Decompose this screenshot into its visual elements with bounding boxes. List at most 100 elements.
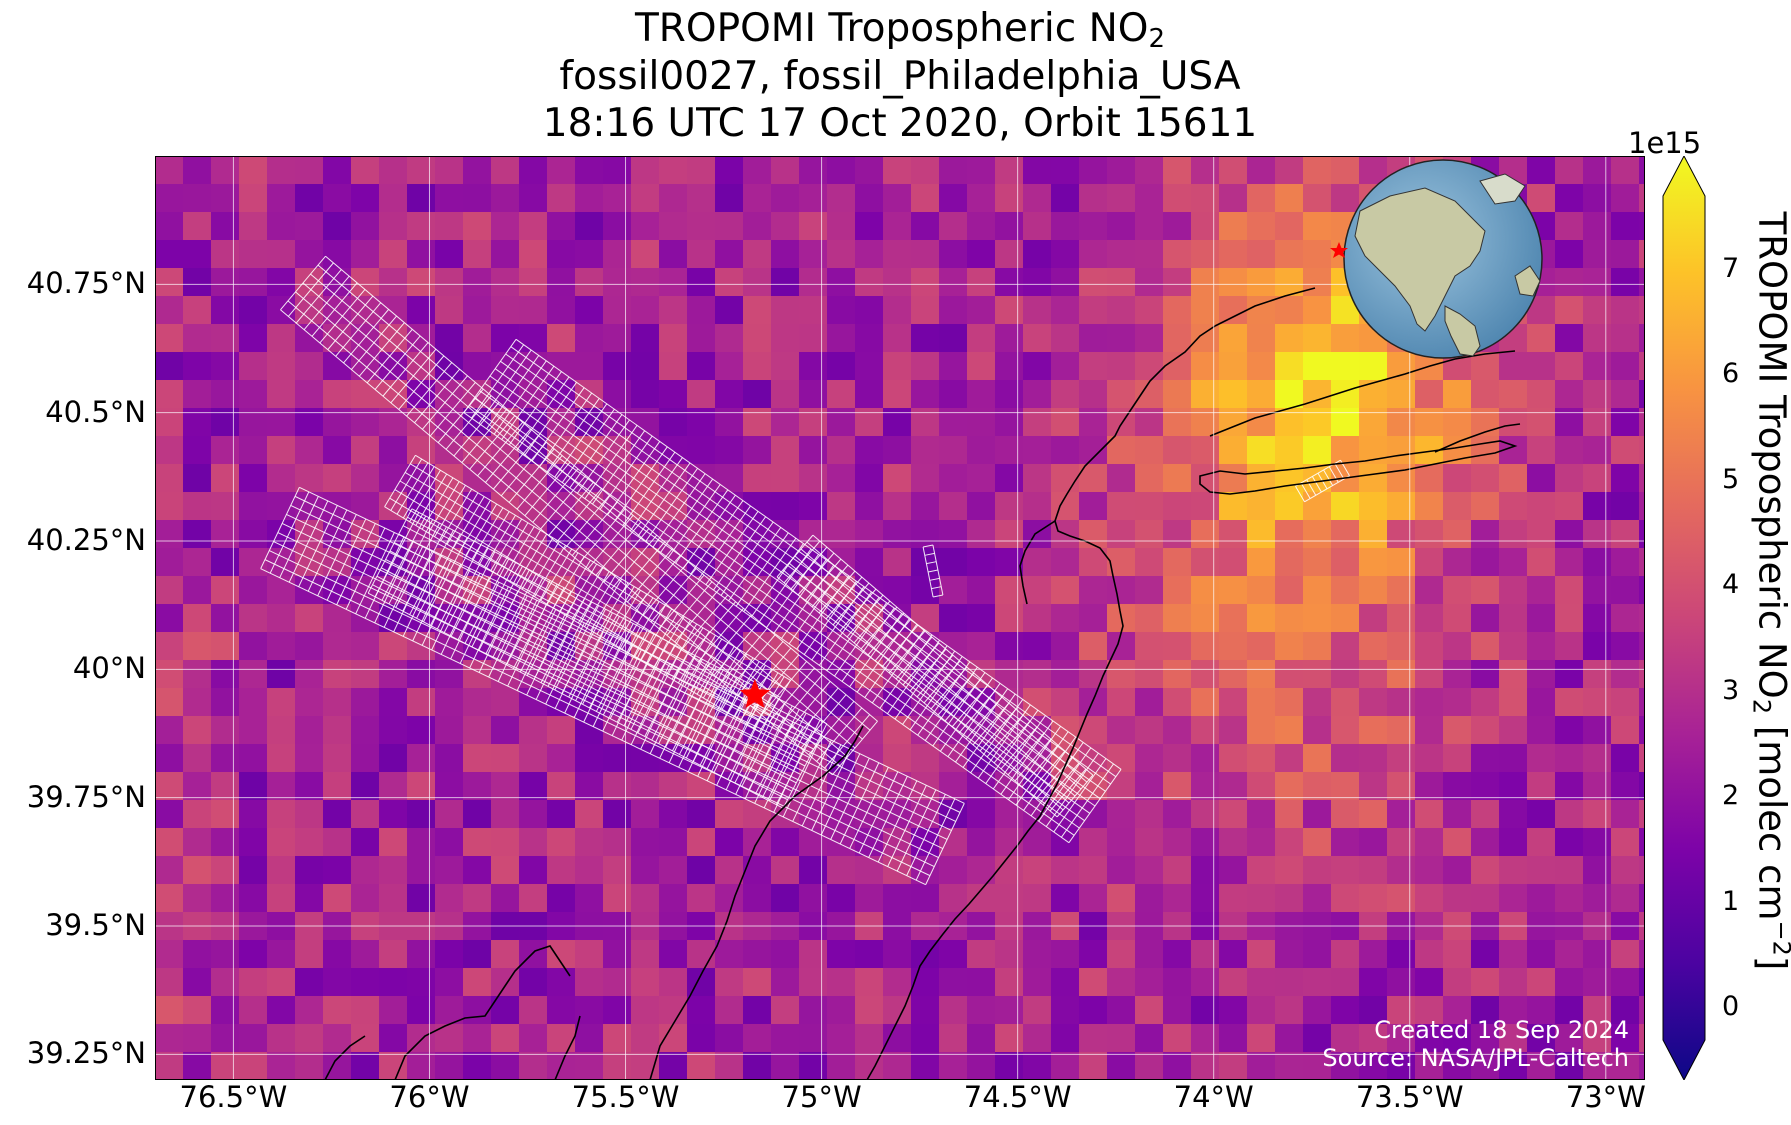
no2-pixel [463, 324, 492, 353]
no2-pixel [1527, 996, 1556, 1025]
no2-pixel [631, 996, 660, 1025]
no2-pixel [435, 212, 464, 241]
no2-pixel [1107, 436, 1136, 465]
no2-pixel [463, 1024, 492, 1053]
no2-pixel [323, 604, 352, 633]
no2-pixel [1639, 380, 1645, 409]
no2-pixel [1583, 184, 1612, 213]
no2-pixel [603, 268, 632, 297]
no2-pixel [883, 464, 912, 493]
no2-pixel [1583, 212, 1612, 241]
no2-pixel [883, 940, 912, 969]
no2-pixel [1023, 156, 1052, 185]
no2-pixel [491, 156, 520, 185]
no2-pixel [295, 520, 324, 549]
no2-pixel [1639, 240, 1645, 269]
no2-pixel [211, 968, 240, 997]
no2-pixel [575, 240, 604, 269]
no2-pixel [1079, 688, 1108, 717]
no2-pixel [715, 184, 744, 213]
no2-pixel [435, 744, 464, 773]
no2-pixel [1219, 968, 1248, 997]
no2-pixel [155, 492, 184, 521]
no2-pixel [1163, 492, 1192, 521]
no2-pixel [211, 716, 240, 745]
no2-pixel [1107, 772, 1136, 801]
no2-pixel [1079, 576, 1108, 605]
no2-pixel [1303, 856, 1332, 885]
no2-pixel [1443, 744, 1472, 773]
no2-pixel [1611, 996, 1640, 1025]
no2-pixel [603, 548, 632, 577]
chart-title-line3: 18:16 UTC 17 Oct 2020, Orbit 15611 [542, 101, 1258, 146]
no2-pixel [1051, 1024, 1080, 1053]
no2-pixel [939, 324, 968, 353]
no2-pixel [407, 996, 436, 1025]
no2-pixel [575, 1024, 604, 1053]
no2-pixel [491, 856, 520, 885]
no2-pixel [211, 380, 240, 409]
no2-pixel [855, 884, 884, 913]
no2-pixel [1191, 828, 1220, 857]
no2-pixel [1275, 184, 1304, 213]
no2-pixel [379, 828, 408, 857]
no2-pixel [1303, 1052, 1332, 1080]
no2-pixel [1079, 632, 1108, 661]
no2-pixel [295, 688, 324, 717]
no2-pixel [1107, 464, 1136, 493]
no2-pixel [1275, 380, 1304, 409]
no2-pixel [183, 380, 212, 409]
no2-pixel [491, 268, 520, 297]
no2-pixel [1359, 716, 1388, 745]
no2-pixel [687, 156, 716, 185]
no2-pixel [1555, 688, 1584, 717]
no2-pixel [1303, 884, 1332, 913]
no2-pixel [1583, 492, 1612, 521]
no2-pixel [1191, 716, 1220, 745]
no2-pixel [1499, 856, 1528, 885]
no2-pixel [239, 828, 268, 857]
no2-pixel [911, 464, 940, 493]
no2-pixel [407, 744, 436, 773]
no2-pixel [883, 1024, 912, 1053]
lon-tick-label: 73°W [1565, 1080, 1646, 1114]
no2-pixel [295, 800, 324, 829]
no2-pixel [939, 996, 968, 1025]
no2-pixel [603, 240, 632, 269]
no2-pixel [323, 772, 352, 801]
no2-pixel [1107, 576, 1136, 605]
no2-pixel [323, 744, 352, 773]
no2-pixel [743, 940, 772, 969]
no2-pixel [911, 380, 940, 409]
no2-pixel [799, 352, 828, 381]
no2-pixel [1527, 968, 1556, 997]
no2-pixel [883, 296, 912, 325]
no2-pixel [659, 380, 688, 409]
no2-pixel [1023, 184, 1052, 213]
no2-pixel [1555, 268, 1584, 297]
no2-pixel [1191, 156, 1220, 185]
no2-pixel [855, 548, 884, 577]
no2-pixel [1247, 436, 1276, 465]
no2-pixel [1415, 660, 1444, 689]
no2-pixel [155, 632, 184, 661]
no2-pixel [631, 156, 660, 185]
no2-pixel [1639, 464, 1645, 493]
no2-pixel [435, 884, 464, 913]
no2-pixel [967, 800, 996, 829]
no2-pixel [1639, 212, 1645, 241]
no2-pixel [323, 184, 352, 213]
no2-pixel [1191, 688, 1220, 717]
no2-pixel [1499, 996, 1528, 1025]
no2-pixel [1303, 352, 1332, 381]
no2-pixel [463, 268, 492, 297]
no2-pixel [155, 996, 184, 1025]
no2-pixel [827, 828, 856, 857]
no2-pixel [1387, 996, 1416, 1025]
no2-pixel [771, 296, 800, 325]
no2-pixel [1275, 520, 1304, 549]
no2-pixel [323, 436, 352, 465]
no2-pixel [267, 940, 296, 969]
no2-pixel [1611, 884, 1640, 913]
no2-pixel [1275, 632, 1304, 661]
